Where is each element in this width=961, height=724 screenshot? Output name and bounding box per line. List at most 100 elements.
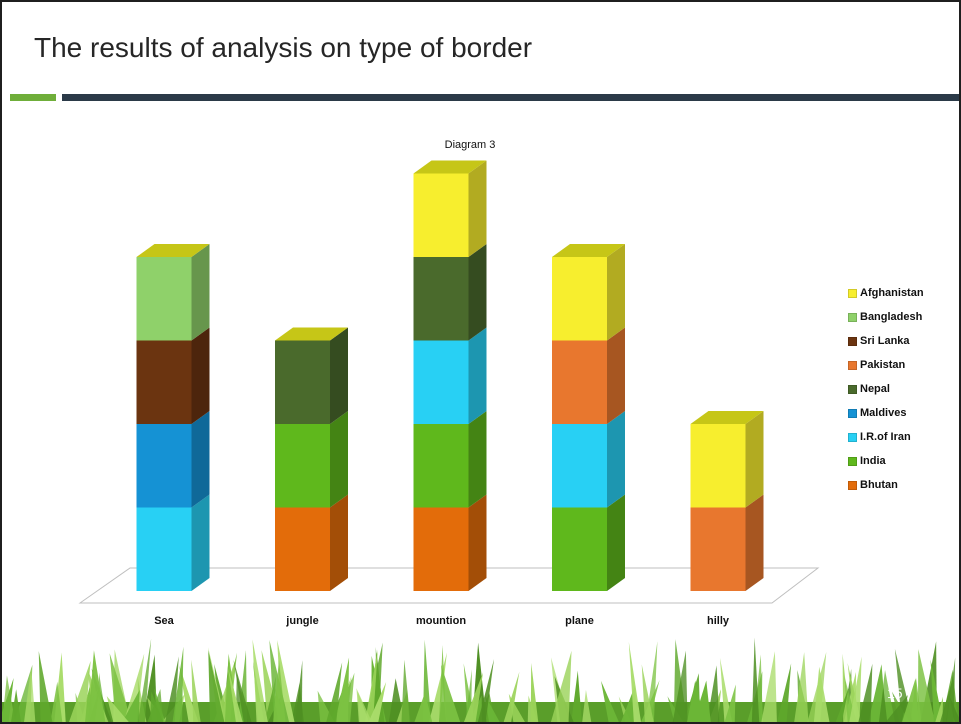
grass-blade xyxy=(264,676,276,722)
legend-label: Maldives xyxy=(860,407,907,419)
x-tick-label: hilly xyxy=(707,615,730,627)
grass-blade xyxy=(813,666,830,722)
bar-segment-sea-maldives xyxy=(136,411,210,508)
bar-segment-mountion-afghanistan xyxy=(413,160,487,257)
grass-blade xyxy=(414,692,433,722)
bar-segment-sea-bangladesh xyxy=(136,244,210,341)
grass-blade xyxy=(777,663,792,722)
bar-segment-plane-pakistan xyxy=(552,327,625,424)
x-tick-label: Sea xyxy=(154,615,174,627)
slide-title: The results of analysis on type of borde… xyxy=(34,32,533,63)
grass-blade xyxy=(849,656,862,722)
bar-segment-hilly-afghanistan xyxy=(690,411,764,508)
grass-blade xyxy=(477,659,495,722)
grass-blade xyxy=(844,676,857,722)
bar-segment-hilly-pakistan xyxy=(690,494,764,591)
bar-top-hilly xyxy=(690,411,764,424)
grass-blade xyxy=(707,665,720,722)
legend-swatch xyxy=(848,480,857,490)
legend-label: Sri Lanka xyxy=(860,335,910,347)
legend-swatch xyxy=(848,408,857,418)
grass-blade xyxy=(295,660,303,722)
grass-blade xyxy=(2,678,14,722)
legend-swatch xyxy=(848,336,857,346)
grass-blade xyxy=(228,668,243,722)
grass-blade xyxy=(582,689,592,722)
grass-blade xyxy=(147,688,164,722)
grass-blade xyxy=(902,678,919,722)
slide-number: 15 xyxy=(887,685,903,701)
legend-label: Pakistan xyxy=(860,359,906,371)
grass-blade xyxy=(641,664,654,722)
legend-label: I.R.of Iran xyxy=(860,431,911,443)
grass-blade xyxy=(858,663,873,722)
legend-item: India xyxy=(848,449,924,473)
grass-blade xyxy=(208,650,225,722)
legend-item: Nepal xyxy=(848,377,924,401)
legend-item: Maldives xyxy=(848,401,924,425)
grass-blade xyxy=(949,696,959,722)
bar-segment-plane-afghanistan xyxy=(552,244,625,341)
grass-blade xyxy=(930,659,943,722)
legend-swatch xyxy=(848,360,857,370)
legend-label: Afghanistan xyxy=(860,287,924,299)
grass-blade xyxy=(273,659,286,722)
bar-top-sea xyxy=(136,244,210,257)
legend-item: I.R.of Iran xyxy=(848,425,924,449)
grass-blade xyxy=(686,680,705,722)
legend-swatch xyxy=(848,312,857,322)
x-tick-label: jungle xyxy=(285,615,318,627)
grass-blade xyxy=(484,694,500,722)
grass-blade xyxy=(137,638,152,722)
bar-segment-mountion-i-r-of-iran xyxy=(413,327,487,424)
grass-blade xyxy=(645,641,658,722)
chart-legend: Afghanistan Bangladesh Sri Lanka Pakistan Ne… xyxy=(848,281,924,497)
grass-blade xyxy=(917,649,936,722)
grass-blade xyxy=(878,686,888,722)
grass-blade xyxy=(463,672,484,722)
bar-top-plane xyxy=(552,244,625,257)
grass-blade xyxy=(440,664,461,722)
grass-blade xyxy=(252,639,268,722)
grass-blade xyxy=(530,662,539,722)
x-tick-label: plane xyxy=(565,615,594,627)
legend-item: Pakistan xyxy=(848,353,924,377)
grass-blade xyxy=(672,650,688,722)
x-tick-label: mountion xyxy=(416,615,466,627)
grass-blade xyxy=(50,681,63,722)
bar-segment-mountion-nepal xyxy=(413,244,487,341)
bar-segment-jungle-nepal xyxy=(275,327,348,424)
grass-decoration xyxy=(2,637,959,722)
grass-blade xyxy=(724,684,736,722)
grass-blade xyxy=(428,652,447,722)
bar-segment-jungle-india xyxy=(275,411,348,508)
grass-blade xyxy=(233,659,252,722)
grass-blade xyxy=(11,689,21,722)
grass-blade xyxy=(794,652,809,722)
grass-blade xyxy=(835,686,849,722)
grass-blade xyxy=(628,641,642,722)
bar-segment-mountion-bhutan xyxy=(413,494,487,591)
grass-blade xyxy=(24,667,36,722)
grass-blade xyxy=(894,648,913,722)
title-accent-bar xyxy=(62,94,959,101)
legend-swatch xyxy=(848,456,857,466)
grass-blade xyxy=(761,651,777,722)
grass-blade xyxy=(191,659,201,722)
bar-segment-mountion-india xyxy=(413,411,487,508)
bar-segment-jungle-bhutan xyxy=(275,494,348,591)
legend-item: Afghanistan xyxy=(848,281,924,305)
grass-blade xyxy=(326,662,343,722)
legend-swatch xyxy=(848,432,857,442)
bar-segment-sea-sri-lanka xyxy=(136,327,210,424)
grass-blade xyxy=(106,696,129,722)
legend-item: Bangladesh xyxy=(848,305,924,329)
grass-blade xyxy=(550,650,572,722)
legend-item: Bhutan xyxy=(848,473,924,497)
title-accent-green xyxy=(10,94,56,101)
bar-segment-plane-india xyxy=(552,494,625,591)
grass-blade xyxy=(88,650,106,722)
grass-blade xyxy=(571,670,582,722)
